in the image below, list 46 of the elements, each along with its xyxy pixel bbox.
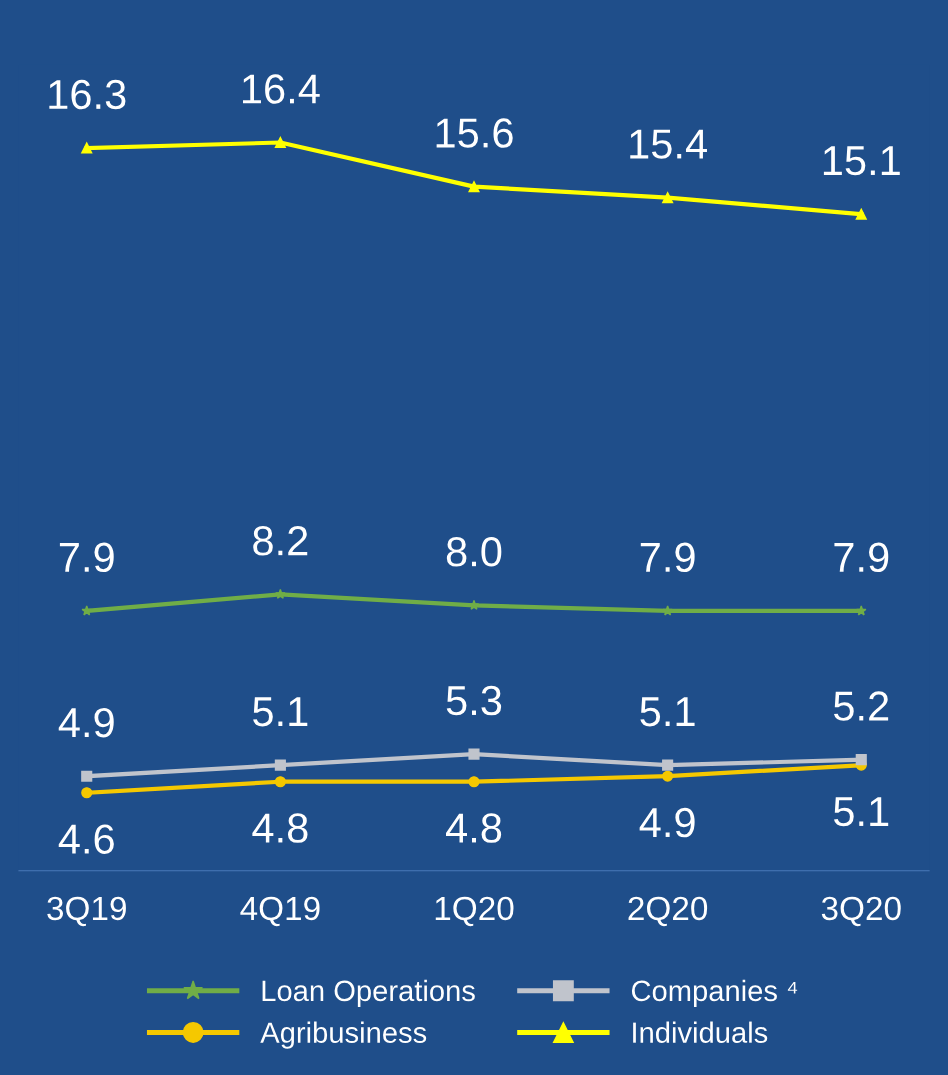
- point: [662, 605, 673, 616]
- legend-label: Loan Operations: [262, 979, 475, 1007]
- point: [81, 787, 93, 799]
- x-tick-label: 2Q20: [628, 896, 708, 927]
- data-label: 8.2: [253, 526, 308, 556]
- data-label: 7.9: [640, 542, 695, 573]
- data-label: 5.2: [833, 691, 889, 721]
- point: [468, 748, 480, 760]
- data-label: 4.9: [639, 807, 695, 838]
- data-label: 15.4: [630, 129, 707, 159]
- data-label: 16.4: [243, 74, 320, 104]
- point: [855, 208, 867, 220]
- point: [274, 776, 286, 788]
- data-label: 4.8: [446, 813, 502, 843]
- data-label: 4.8: [252, 813, 308, 843]
- data-label: 7.9: [834, 542, 889, 573]
- data-label: 5.1: [253, 697, 308, 727]
- point: [274, 759, 286, 771]
- data-label: 8.0: [446, 537, 502, 567]
- data-label: 15.6: [436, 118, 513, 148]
- data-label: 4.6: [58, 824, 114, 854]
- data-label: 7.9: [59, 542, 114, 573]
- point: [81, 770, 93, 782]
- x-tick-label: 1Q20: [435, 896, 514, 927]
- point: [468, 181, 480, 193]
- data-label: 5.1: [640, 697, 695, 727]
- data-label: 16.3: [49, 79, 126, 110]
- data-label: 15.1: [823, 146, 900, 176]
- point: [275, 588, 286, 599]
- point: [855, 754, 867, 766]
- data-label: 5.3: [446, 685, 502, 716]
- point: [662, 770, 674, 782]
- point: [855, 605, 867, 616]
- legend-label: Companies ⁴: [631, 979, 798, 1007]
- point: [662, 759, 674, 771]
- data-label: 5.1: [833, 797, 889, 827]
- data-label: 4.9: [58, 707, 114, 738]
- point: [274, 136, 286, 149]
- x-tick-label: 4Q19: [240, 896, 320, 927]
- legend-label: Individuals: [633, 1021, 768, 1043]
- point: [662, 192, 674, 204]
- x-tick-label: 3Q20: [821, 896, 901, 927]
- point: [468, 776, 480, 788]
- legend-label: Agribusiness: [260, 1021, 427, 1049]
- x-tick-label: 3Q19: [47, 896, 126, 927]
- point: [81, 142, 93, 154]
